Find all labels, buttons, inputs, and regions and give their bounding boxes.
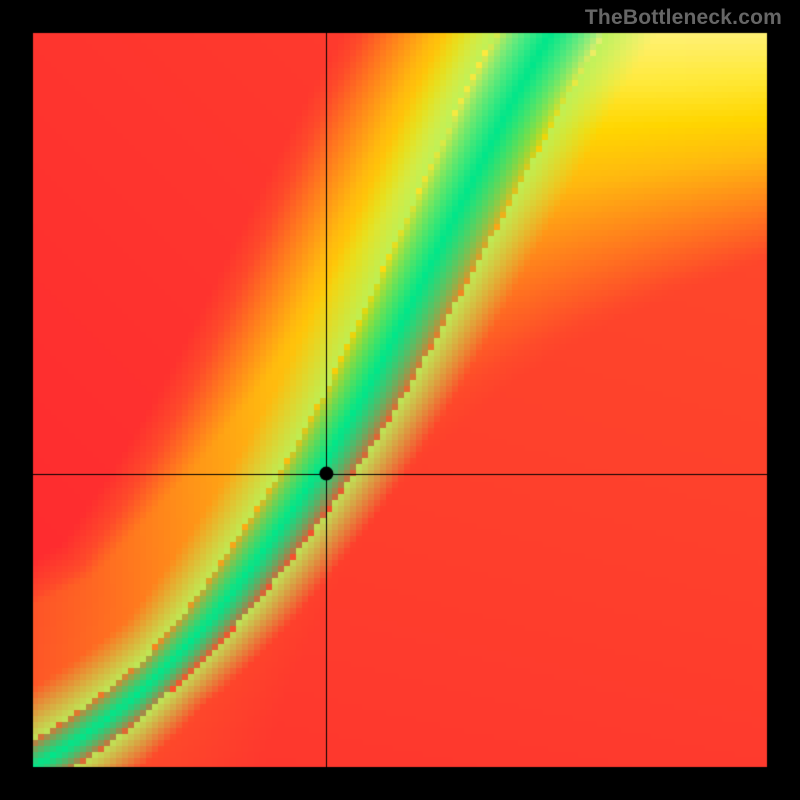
chart-container: TheBottleneck.com — [0, 0, 800, 800]
watermark-text: TheBottleneck.com — [585, 6, 782, 30]
heatmap-canvas — [0, 0, 800, 800]
